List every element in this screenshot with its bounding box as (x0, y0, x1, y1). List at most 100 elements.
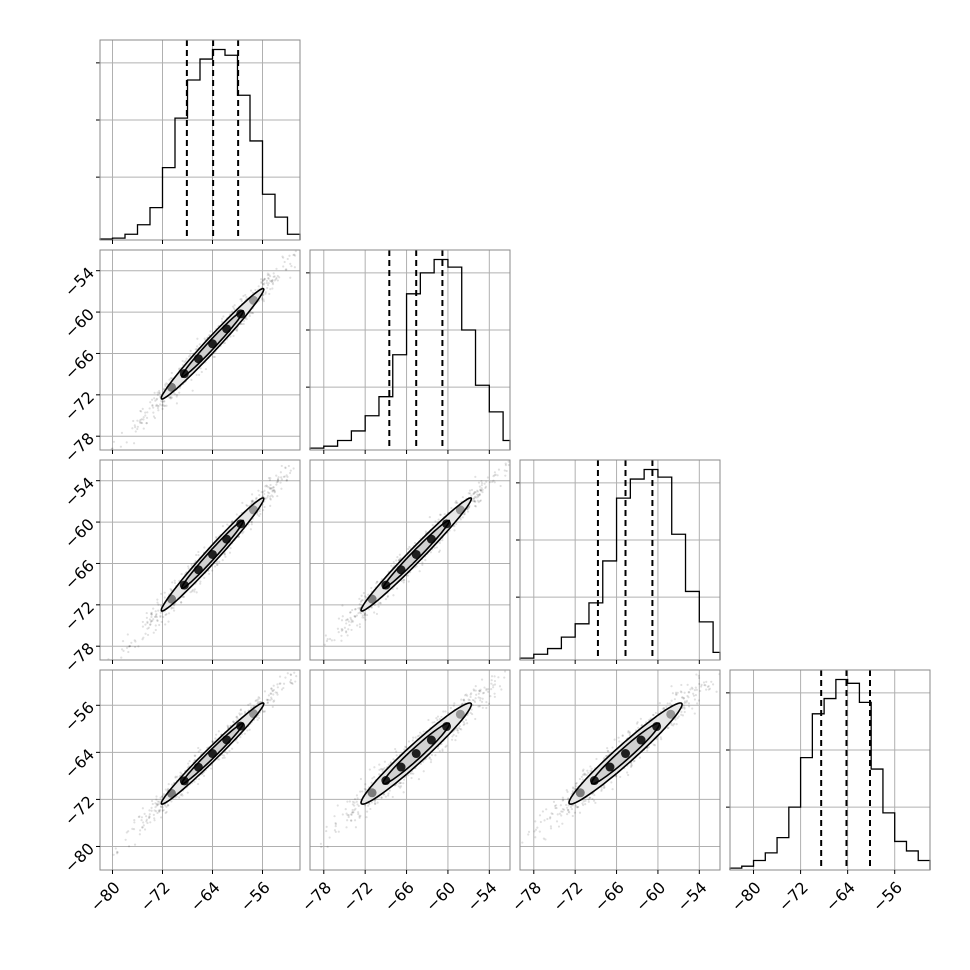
scatter-point (284, 676, 287, 679)
scatter-point (167, 804, 170, 807)
scatter-point (194, 754, 197, 757)
scatter-point (158, 403, 162, 406)
scatter-point (473, 700, 477, 704)
scatter-point (356, 624, 359, 627)
scatter-point (438, 549, 442, 552)
scatter-point (407, 547, 410, 551)
scatter-point (156, 406, 160, 410)
scatter-point (416, 735, 419, 738)
scatter-point (289, 673, 292, 676)
scatter-point (453, 702, 456, 705)
scatter-layer (107, 447, 304, 660)
scatter-point (254, 288, 257, 292)
scatter-point (269, 275, 272, 278)
scatter-point (261, 283, 265, 286)
scatter-point (260, 281, 263, 285)
scatter-point (164, 385, 167, 388)
scatter-point (474, 475, 477, 478)
scatter-point (471, 712, 474, 716)
scatter-point (358, 816, 361, 819)
scatter-point (189, 591, 192, 594)
scatter-point (223, 553, 226, 556)
scatter-point (158, 800, 161, 803)
scatter-point (390, 564, 393, 567)
scatter-point (278, 682, 281, 685)
scatter-point (229, 335, 232, 338)
scatter-point (477, 705, 480, 708)
scatter-point (460, 703, 464, 706)
scatter-point (651, 713, 655, 717)
scatter-point (472, 500, 475, 503)
scatter-point (354, 608, 357, 611)
scatter-point (504, 457, 506, 459)
scatter-point (285, 474, 288, 477)
scatter-point (141, 807, 144, 810)
scatter-point (683, 706, 686, 709)
scatter-point (164, 788, 167, 791)
scatter-point (345, 826, 348, 829)
y-tick-label: −72 (61, 792, 98, 829)
scatter-point (398, 782, 401, 785)
scatter-point (424, 558, 427, 562)
scatter-point (349, 611, 352, 614)
scatter-point (142, 821, 145, 824)
scatter-point (384, 795, 387, 798)
scatter-point (249, 702, 252, 705)
scatter-point (153, 809, 156, 812)
scatter-point (485, 706, 488, 710)
scatter-point (302, 447, 304, 449)
scatter-point (422, 730, 425, 733)
scatter-point (146, 620, 149, 623)
scatter-point (395, 750, 398, 753)
scatter-point (365, 613, 369, 617)
scatter-point (487, 702, 491, 705)
scatter-point (689, 688, 692, 691)
scatter-point (272, 700, 275, 703)
scatter-point (193, 758, 196, 762)
scatter-point (341, 615, 344, 618)
scatter-point (279, 682, 282, 685)
scatter-point (155, 398, 158, 401)
scatter-point (263, 489, 266, 492)
scatter-point (170, 371, 173, 375)
density-peak (222, 534, 232, 544)
scatter-point (462, 513, 466, 516)
scatter-point (455, 734, 458, 738)
scatter-point (409, 772, 412, 775)
scatter-point (154, 615, 157, 618)
scatter-point (223, 756, 226, 759)
scatter-point (195, 553, 198, 557)
scatter-point (505, 661, 507, 663)
scatter-point (131, 827, 134, 830)
scatter-point (464, 718, 468, 722)
scatter-point (258, 494, 261, 497)
scatter-point (353, 819, 357, 822)
scatter-point (378, 768, 381, 771)
scatter-point (702, 681, 706, 684)
scatter-point (400, 579, 403, 582)
scatter-point (521, 841, 524, 844)
scatter-point (251, 499, 254, 502)
scatter-point (478, 689, 481, 692)
scatter-point (250, 500, 254, 504)
scatter-point (574, 785, 577, 788)
scatter-point (216, 563, 219, 566)
scatter-point (246, 504, 249, 507)
scatter-point (363, 595, 367, 598)
scatter-point (347, 628, 350, 631)
scatter-point (337, 617, 341, 620)
scatter-point (475, 693, 478, 696)
scatter-point (493, 683, 497, 686)
scatter-point (583, 772, 586, 775)
scatter-point (269, 497, 272, 500)
scatter-point (187, 567, 190, 570)
scatter-point (428, 756, 431, 759)
scatter-point (476, 493, 479, 496)
density-peak (426, 534, 436, 544)
scatter-point (672, 724, 675, 727)
scatter-point (354, 826, 358, 829)
scatter-point (268, 292, 271, 296)
scatter-point (289, 673, 293, 676)
scatter-point (275, 267, 278, 270)
